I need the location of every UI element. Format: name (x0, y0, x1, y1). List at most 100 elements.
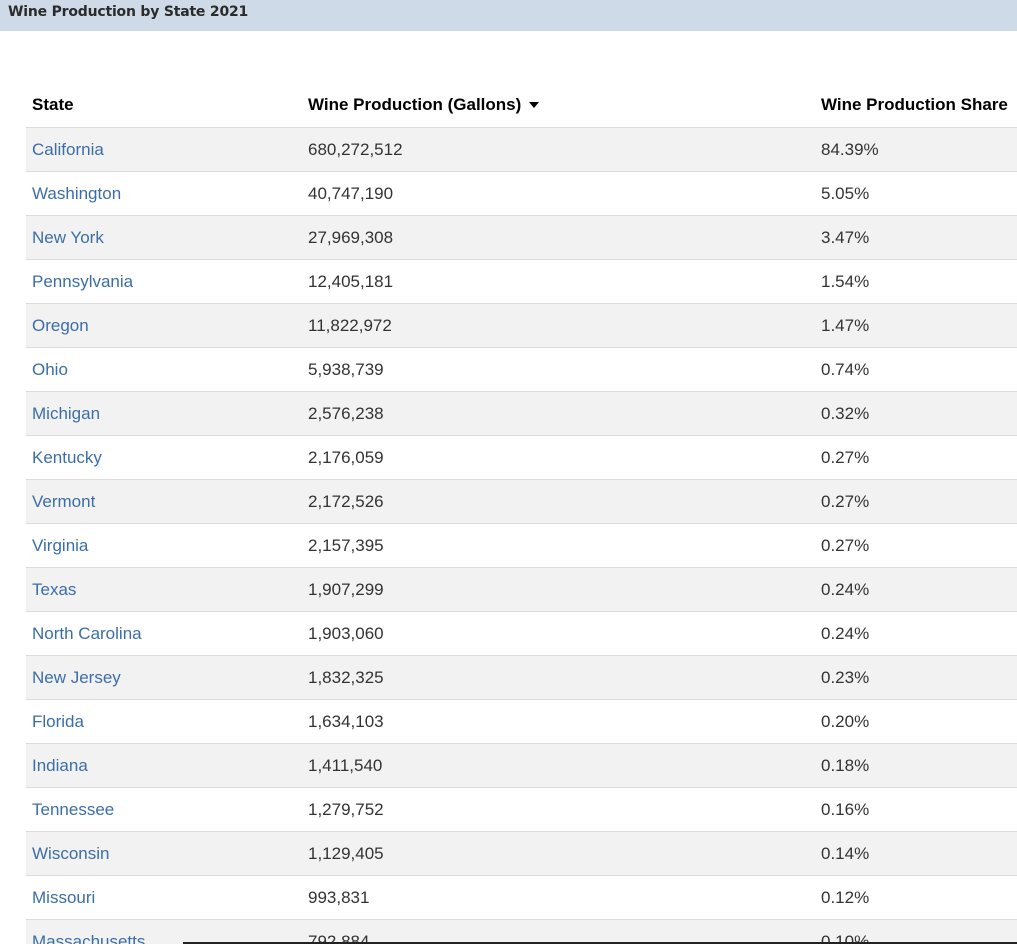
state-link[interactable]: California (32, 139, 104, 159)
share-cell: 0.74% (815, 347, 1017, 392)
column-header-share[interactable]: Wine Production Share (815, 83, 1017, 128)
table-row: Vermont 2,172,526 0.27% (26, 479, 1017, 524)
state-link[interactable]: Oregon (32, 315, 89, 335)
table-container[interactable]: State Wine Production (Gallons) Wine Pro… (26, 83, 1017, 944)
share-cell: 0.12% (815, 875, 1017, 920)
share-cell: 0.14% (815, 831, 1017, 876)
state-cell: Washington (26, 171, 302, 216)
state-cell: Pennsylvania (26, 259, 302, 304)
state-cell: California (26, 127, 302, 172)
state-link[interactable]: Indiana (32, 755, 88, 775)
share-cell: 0.20% (815, 699, 1017, 744)
production-cell: 5,938,739 (302, 347, 815, 392)
table-row: Missouri 993,831 0.12% (26, 875, 1017, 920)
table-body: California 680,272,512 84.39% Washington 40,… (26, 127, 1017, 944)
state-link[interactable]: Massachusetts (32, 931, 146, 944)
table-row: Oregon 11,822,972 1.47% (26, 303, 1017, 348)
state-link[interactable]: Texas (32, 579, 77, 599)
share-cell: 0.27% (815, 523, 1017, 568)
production-cell: 1,279,752 (302, 787, 815, 832)
share-cell: 0.10% (815, 919, 1017, 944)
state-cell: North Carolina (26, 611, 302, 656)
table-row: New Jersey 1,832,325 0.23% (26, 655, 1017, 700)
state-link[interactable]: Wisconsin (32, 843, 110, 863)
production-cell: 11,822,972 (302, 303, 815, 348)
caret-down-icon[interactable] (529, 101, 540, 108)
table-row: Indiana 1,411,540 0.18% (26, 743, 1017, 788)
production-cell: 2,157,395 (302, 523, 815, 568)
state-link[interactable]: Vermont (32, 491, 96, 511)
share-cell: 0.18% (815, 743, 1017, 788)
production-cell: 1,129,405 (302, 831, 815, 876)
state-cell: Virginia (26, 523, 302, 568)
state-cell: Vermont (26, 479, 302, 524)
state-cell: Indiana (26, 743, 302, 788)
share-cell: 84.39% (815, 127, 1017, 172)
state-link[interactable]: Florida (32, 711, 84, 731)
table-row: North Carolina 1,903,060 0.24% (26, 611, 1017, 656)
table-row: Florida 1,634,103 0.20% (26, 699, 1017, 744)
state-cell: Missouri (26, 875, 302, 920)
share-cell: 5.05% (815, 171, 1017, 216)
state-cell: Wisconsin (26, 831, 302, 876)
state-cell: Ohio (26, 347, 302, 392)
table-row: Wisconsin 1,129,405 0.14% (26, 831, 1017, 876)
production-cell: 27,969,308 (302, 215, 815, 260)
production-cell: 792,884 (302, 919, 815, 944)
production-cell: 12,405,181 (302, 259, 815, 304)
state-cell: Massachusetts (26, 919, 302, 944)
table-header-row: State Wine Production (Gallons) Wine Pro… (26, 83, 1017, 128)
state-link[interactable]: North Carolina (32, 623, 142, 643)
state-cell: New York (26, 215, 302, 260)
table-row: New York 27,969,308 3.47% (26, 215, 1017, 260)
table-row: Tennessee 1,279,752 0.16% (26, 787, 1017, 832)
share-cell: 0.27% (815, 435, 1017, 480)
share-cell: 3.47% (815, 215, 1017, 260)
column-header-state-label: State (32, 95, 74, 114)
production-cell: 2,172,526 (302, 479, 815, 524)
page-title: Wine Production by State 2021 (8, 4, 249, 20)
state-cell: Michigan (26, 391, 302, 436)
state-link[interactable]: Washington (32, 183, 122, 203)
table-row: Michigan 2,576,238 0.32% (26, 391, 1017, 436)
table-row: California 680,272,512 84.39% (26, 127, 1017, 172)
production-cell: 680,272,512 (302, 127, 815, 172)
share-cell: 0.27% (815, 479, 1017, 524)
share-cell: 0.23% (815, 655, 1017, 700)
state-link[interactable]: Missouri (32, 887, 96, 907)
table-row: Ohio 5,938,739 0.74% (26, 347, 1017, 392)
table-row: Virginia 2,157,395 0.27% (26, 523, 1017, 568)
production-cell: 1,832,325 (302, 655, 815, 700)
title-bar: Wine Production by State 2021 (0, 0, 1017, 31)
table-row: Pennsylvania 12,405,181 1.54% (26, 259, 1017, 304)
production-cell: 1,907,299 (302, 567, 815, 612)
state-link[interactable]: New Jersey (32, 667, 121, 687)
column-header-state[interactable]: State (26, 83, 302, 128)
production-cell: 1,634,103 (302, 699, 815, 744)
share-cell: 0.24% (815, 611, 1017, 656)
state-link[interactable]: New York (32, 227, 104, 247)
state-link[interactable]: Pennsylvania (32, 271, 134, 291)
state-cell: Oregon (26, 303, 302, 348)
production-cell: 993,831 (302, 875, 815, 920)
state-link[interactable]: Ohio (32, 359, 68, 379)
state-link[interactable]: Virginia (32, 535, 89, 555)
table-row: Massachusetts 792,884 0.10% (26, 919, 1017, 944)
state-cell: Florida (26, 699, 302, 744)
state-link[interactable]: Kentucky (32, 447, 102, 467)
column-header-production-label: Wine Production (Gallons) (308, 95, 522, 114)
production-cell: 1,903,060 (302, 611, 815, 656)
production-cell: 40,747,190 (302, 171, 815, 216)
column-header-share-label: Wine Production Share (821, 95, 1008, 114)
state-cell: Texas (26, 567, 302, 612)
share-cell: 1.47% (815, 303, 1017, 348)
state-link[interactable]: Michigan (32, 403, 101, 423)
column-header-production[interactable]: Wine Production (Gallons) (302, 83, 815, 128)
share-cell: 0.32% (815, 391, 1017, 436)
state-link[interactable]: Tennessee (32, 799, 115, 819)
production-cell: 2,176,059 (302, 435, 815, 480)
state-cell: Kentucky (26, 435, 302, 480)
horizontal-scrollbar[interactable] (183, 942, 1017, 944)
state-cell: Tennessee (26, 787, 302, 832)
share-cell: 0.16% (815, 787, 1017, 832)
